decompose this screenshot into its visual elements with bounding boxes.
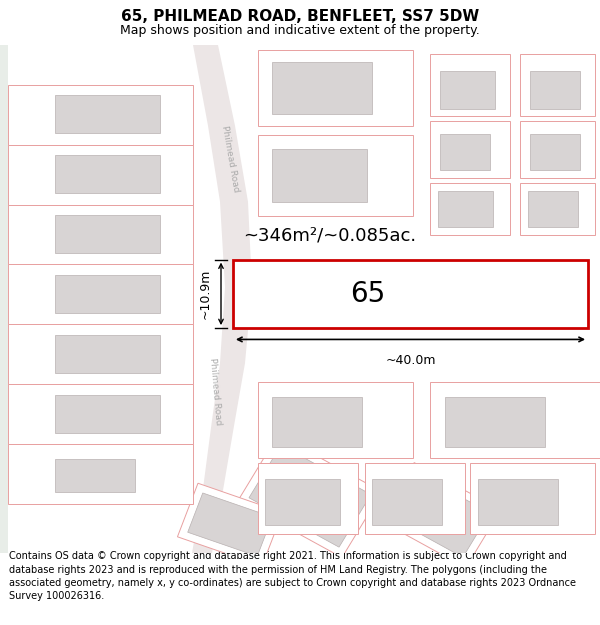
Bar	[258, 50, 413, 126]
Bar	[8, 204, 193, 264]
Bar	[520, 182, 595, 235]
Text: 65: 65	[350, 280, 386, 308]
Bar	[0, 45, 8, 553]
Bar	[445, 398, 545, 447]
Bar	[8, 85, 193, 145]
Bar	[430, 382, 600, 458]
Bar	[8, 264, 193, 324]
Bar	[528, 191, 578, 228]
Polygon shape	[192, 45, 252, 553]
Bar	[178, 483, 283, 566]
Bar	[8, 384, 193, 444]
Text: 65, PHILMEAD ROAD, BENFLEET, SS7 5DW: 65, PHILMEAD ROAD, BENFLEET, SS7 5DW	[121, 9, 479, 24]
Bar	[478, 479, 558, 524]
Bar	[365, 463, 465, 534]
Text: ~10.9m: ~10.9m	[199, 269, 212, 319]
Text: Philmead Road: Philmead Road	[208, 357, 223, 426]
Bar	[55, 394, 160, 432]
Bar	[520, 121, 595, 178]
Bar	[530, 134, 580, 171]
Bar	[440, 134, 490, 171]
Bar	[8, 444, 193, 504]
Bar	[470, 463, 595, 534]
Bar	[265, 479, 340, 524]
Bar	[440, 71, 495, 109]
Bar	[55, 459, 135, 492]
Text: Contains OS data © Crown copyright and database right 2021. This information is : Contains OS data © Crown copyright and d…	[9, 551, 576, 601]
Bar	[249, 445, 371, 547]
Bar	[55, 155, 160, 193]
Bar	[55, 334, 160, 372]
Bar	[188, 493, 272, 556]
Bar	[379, 462, 501, 568]
Text: ~40.0m: ~40.0m	[385, 354, 436, 367]
Bar	[372, 479, 442, 524]
Text: Map shows position and indicative extent of the property.: Map shows position and indicative extent…	[120, 24, 480, 37]
Bar	[258, 463, 358, 534]
Bar	[430, 121, 510, 178]
Bar	[8, 324, 193, 384]
Bar	[258, 135, 413, 216]
Bar	[55, 215, 160, 253]
Bar	[233, 259, 588, 328]
Bar	[8, 145, 193, 204]
Bar	[430, 54, 510, 116]
Bar	[430, 182, 510, 235]
Bar	[238, 435, 382, 558]
Bar	[258, 382, 413, 458]
Bar	[55, 96, 160, 133]
Bar	[272, 62, 372, 114]
Bar	[390, 473, 490, 558]
Bar	[520, 54, 595, 116]
Text: Philmead Road: Philmead Road	[220, 125, 240, 193]
Bar	[272, 149, 367, 202]
Bar	[530, 71, 580, 109]
Bar	[438, 191, 493, 228]
Text: ~346m²/~0.085ac.: ~346m²/~0.085ac.	[243, 227, 416, 245]
Bar	[272, 398, 362, 447]
Bar	[55, 275, 160, 313]
